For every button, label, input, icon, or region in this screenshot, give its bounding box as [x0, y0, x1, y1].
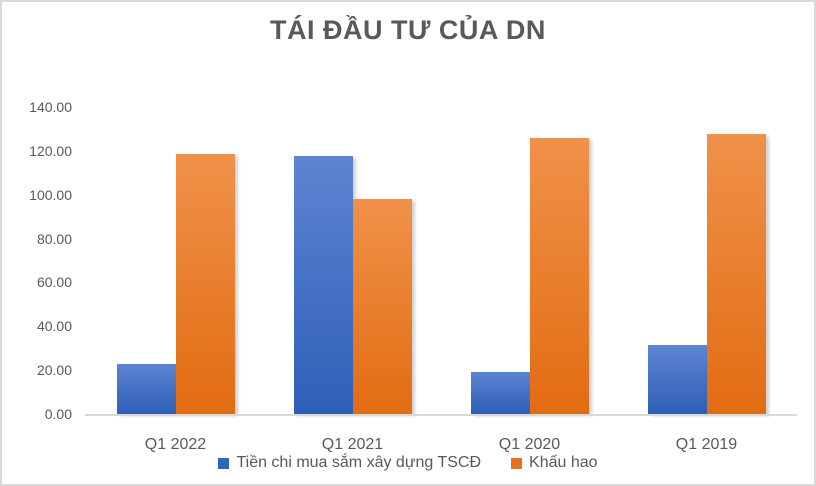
y-axis-tick-label: 0.00 — [44, 406, 72, 422]
y-axis-tick-label: 100.00 — [29, 186, 72, 203]
legend-label: Khấu hao — [529, 454, 598, 471]
x-axis-label: Q1 2021 — [321, 436, 384, 453]
legend-swatch-icon — [511, 457, 523, 469]
y-axis-tick-label: 20.00 — [36, 362, 72, 379]
legend: Tiền chi mua sắm xây dựng TSCĐ Khấu hao — [2, 454, 814, 472]
x-axis-label: Q1 2019 — [675, 436, 738, 453]
bar-depreciation-series — [352, 199, 412, 414]
bar-depreciation-series — [175, 154, 235, 414]
y-axis-tick-label: 120.00 — [29, 142, 72, 159]
x-axis-line — [85, 414, 797, 416]
y-axis-tick-label: 60.00 — [36, 274, 72, 291]
legend-item: Tiền chi mua sắm xây dựng TSCĐ — [218, 454, 481, 472]
y-axis-tick-label: 140.00 — [29, 99, 72, 115]
bar-capex-series — [116, 363, 176, 414]
bar-depreciation-series — [706, 134, 766, 414]
x-axis-label: Q1 2020 — [498, 436, 561, 453]
legend-label: Tiền chi mua sắm xây dựng TSCĐ — [236, 454, 482, 471]
chart-title: TÁI ĐẦU TƯ CỦA DN — [270, 15, 546, 45]
x-axis-label: Q1 2022 — [144, 436, 207, 453]
bar-depreciation-series — [529, 137, 589, 414]
y-axis-tick-label: 40.00 — [36, 318, 72, 335]
legend-swatch-icon — [218, 457, 230, 469]
bar-capex-series — [647, 344, 707, 414]
legend-item: Khấu hao — [511, 454, 598, 472]
y-axis-tick-label: 80.00 — [36, 230, 72, 247]
bar-capex-series — [293, 156, 353, 414]
bar-capex-series — [470, 372, 530, 414]
